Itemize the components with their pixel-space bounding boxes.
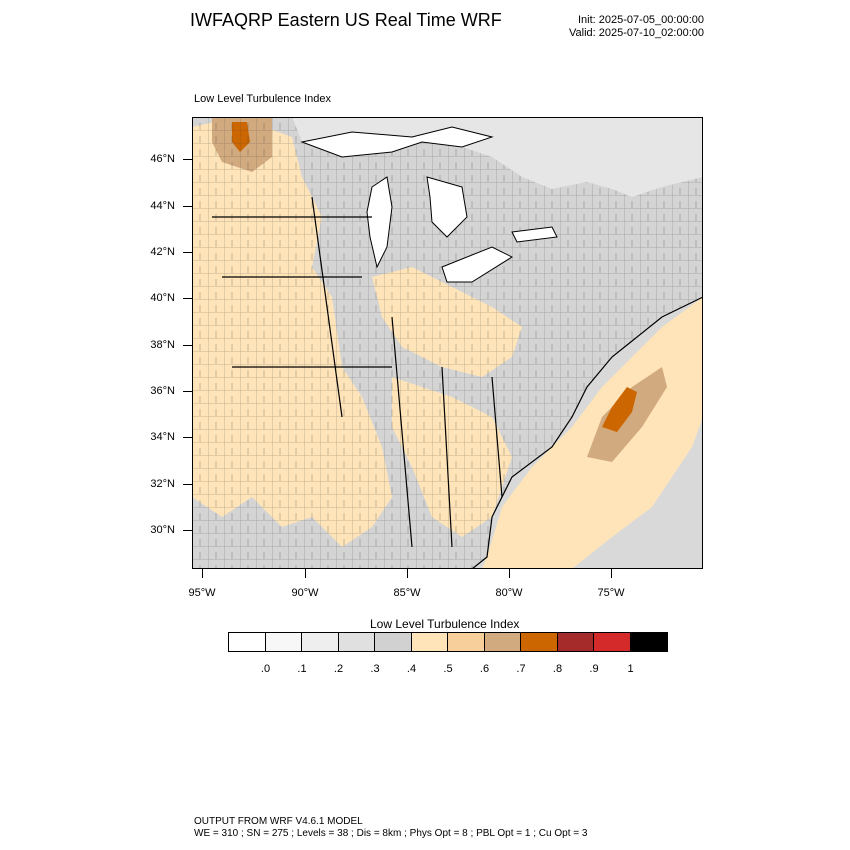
lon-tick [202,569,203,578]
lat-tick [183,484,192,485]
lat-label-36: 36°N [150,385,175,397]
lat-label-32: 32°N [150,478,175,490]
lat-tick [183,252,192,253]
colorbar-swatch [448,633,485,651]
colorbar [228,632,668,652]
map-panel [192,117,703,569]
colorbar-label: .2 [333,663,344,675]
lon-tick [407,569,408,578]
colorbar-label: .3 [370,663,380,675]
lat-tick [183,345,192,346]
plot-title: IWFAQRP Eastern US Real Time WRF [190,10,502,30]
valid-time: Valid: 2025-07-10_02:00:00 [569,27,704,39]
state-boundaries [212,196,503,548]
colorbar-label: .4 [406,663,417,675]
turbulence-map [192,117,703,569]
colorbar-label: .1 [297,663,307,675]
colorbar-label: .9 [589,663,599,675]
colorbar-label: .0 [260,663,271,675]
lon-label-80: 80°W [495,587,523,599]
lake-ontario [511,226,558,243]
lat-label-30: 30°N [150,524,175,536]
lon-label-95: 95°W [188,587,216,599]
colorbar-swatch [557,633,594,651]
lat-label-40: 40°N [150,292,175,304]
time-info: Init: 2025-07-05_00:00:00 Valid: 2025-07… [569,14,704,40]
canada-land [192,117,703,197]
coastline [471,296,703,569]
lake-huron [426,176,468,238]
init-time: Init: 2025-07-05_00:00:00 [578,14,704,26]
lat-label-44: 44°N [150,200,175,212]
colorbar-label: .8 [552,663,563,675]
colorbar-swatch [229,633,266,651]
lon-tick [305,569,306,578]
model-info: OUTPUT FROM WRF V4.6.1 MODEL WE = 310 ; … [194,816,587,840]
lat-label-46: 46°N [150,153,175,165]
colorbar-swatch [484,633,521,651]
lake-erie [441,246,514,283]
lat-tick [183,206,192,207]
field-title: Low Level Turbulence Index [194,93,331,105]
lat-tick [183,298,192,299]
lat-tick [183,530,192,531]
colorbar-swatch [521,633,558,651]
colorbar-swatch [375,633,412,651]
lon-tick [611,569,612,578]
lon-label-90: 90°W [291,587,319,599]
colorbar-swatch [594,633,631,651]
model-version: OUTPUT FROM WRF V4.6.1 MODEL [194,816,363,827]
colorbar-swatch [265,633,302,651]
lat-label-42: 42°N [150,246,175,258]
lat-tick [183,391,192,392]
lat-tick [183,159,192,160]
model-config: WE = 310 ; SN = 275 ; Levels = 38 ; Dis … [194,828,588,839]
colorbar-swatch [630,633,667,651]
county-boundaries [192,117,703,569]
lon-tick [509,569,510,578]
colorbar-label: 1 [627,663,634,675]
lake-michigan [366,176,393,269]
colorbar-title: Low Level Turbulence Index [370,617,520,631]
lat-label-34: 34°N [150,431,175,443]
colorbar-label: .5 [443,663,453,675]
lake-superior [300,126,494,158]
colorbar-swatch [338,633,375,651]
colorbar-label: .7 [516,663,526,675]
offshore-plume [482,297,703,569]
lat-label-38: 38°N [150,339,175,351]
lat-tick [183,437,192,438]
lon-label-75: 75°W [597,587,625,599]
colorbar-label: .6 [479,663,490,675]
colorbar-swatch [411,633,448,651]
offshore-orange-core [602,387,637,432]
colorbar-swatch [302,633,339,651]
lon-label-85: 85°W [393,587,421,599]
